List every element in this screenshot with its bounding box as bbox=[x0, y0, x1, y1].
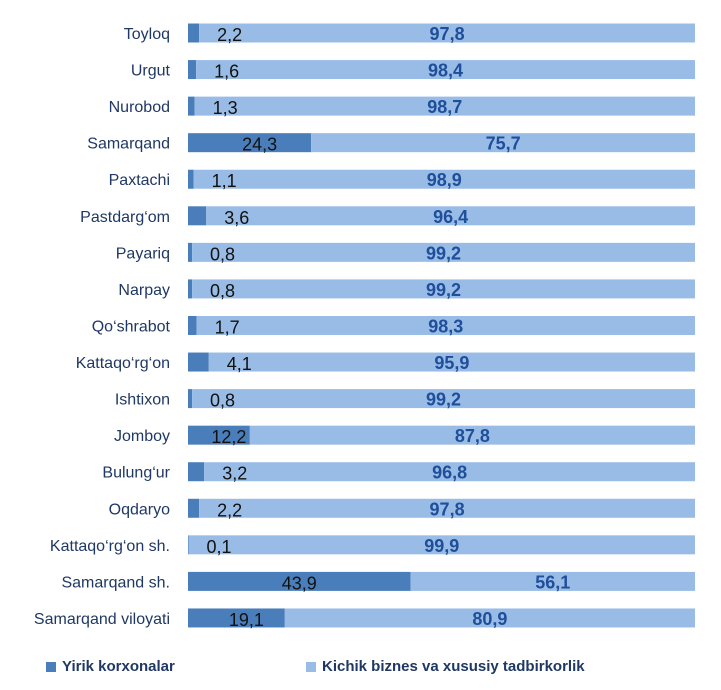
data-label-yirik: 1,3 bbox=[213, 98, 238, 118]
category-label: Toyloq bbox=[124, 26, 170, 43]
data-label-yirik: 19,1 bbox=[229, 610, 264, 630]
bar-yirik bbox=[188, 389, 193, 409]
bar-kichik bbox=[208, 352, 696, 372]
bar-yirik bbox=[188, 608, 285, 628]
bar-yirik bbox=[188, 23, 200, 43]
bar-kichik bbox=[410, 571, 695, 591]
category-label: Samarqand sh. bbox=[61, 574, 170, 591]
bar-kichik bbox=[192, 389, 695, 409]
category-label: Paxtachi bbox=[109, 172, 170, 189]
bar-kichik bbox=[199, 23, 696, 43]
bar-kichik bbox=[188, 535, 695, 555]
category-label: Bulung‘ur bbox=[102, 465, 170, 482]
bar-kichik bbox=[204, 462, 695, 482]
legend-swatch-yirik bbox=[46, 661, 56, 672]
legend: Yirik korxonalar Kichik biznes va xususi… bbox=[0, 650, 721, 686]
legend-label-yirik: Yirik korxonalar bbox=[62, 658, 175, 675]
bar-kichik bbox=[206, 206, 695, 226]
stacked-bar-chart: Toyloq 2,2 97,8 Urgut 1,6 98,4 Nurobod 1,3 98,7 S… bbox=[34, 23, 696, 630]
data-label-yirik: 24,3 bbox=[242, 135, 277, 155]
category-label: Kattaqo‘rg‘on bbox=[76, 355, 170, 372]
data-label-kichik: 99,2 bbox=[426, 243, 461, 263]
bar-kichik bbox=[194, 96, 695, 116]
data-label-yirik: 0,8 bbox=[210, 391, 235, 411]
legend-item-yirik: Yirik korxonalar bbox=[46, 658, 175, 675]
bar-kichik bbox=[284, 608, 695, 628]
category-label: Qo‘shrabot bbox=[92, 318, 171, 335]
bar-yirik bbox=[188, 242, 193, 262]
data-label-kichik: 56,1 bbox=[535, 572, 570, 592]
data-label-yirik: 1,6 bbox=[214, 62, 239, 82]
category-label: Narpay bbox=[118, 282, 170, 299]
category-label: Samarqand bbox=[87, 136, 170, 153]
bar-yirik bbox=[188, 206, 207, 226]
data-label-kichik: 99,9 bbox=[424, 536, 459, 556]
data-label-yirik: 12,2 bbox=[211, 427, 246, 447]
legend-item-kichik: Kichik biznes va xususiy tadbirkorlik bbox=[306, 658, 585, 675]
bar-yirik bbox=[188, 315, 197, 335]
data-label-kichik: 87,8 bbox=[455, 426, 490, 446]
data-label-yirik: 1,1 bbox=[212, 171, 237, 191]
bar-kichik bbox=[196, 60, 695, 80]
bar-yirik bbox=[188, 425, 250, 445]
data-label-yirik: 2,2 bbox=[217, 500, 242, 520]
category-label: Urgut bbox=[131, 63, 171, 80]
data-label-yirik: 43,9 bbox=[282, 573, 317, 593]
bar-yirik bbox=[188, 571, 411, 591]
legend-label-kichik: Kichik biznes va xususiy tadbirkorlik bbox=[322, 658, 585, 675]
legend-swatch-kichik bbox=[306, 661, 316, 672]
data-label-kichik: 98,3 bbox=[428, 316, 463, 336]
bar-yirik bbox=[188, 96, 195, 116]
data-label-kichik: 96,4 bbox=[433, 207, 468, 227]
data-label-yirik: 4,1 bbox=[227, 354, 252, 374]
data-label-kichik: 75,7 bbox=[486, 134, 521, 154]
bar-kichik bbox=[192, 242, 695, 262]
category-label: Samarqand viloyati bbox=[34, 611, 170, 628]
bar-yirik bbox=[188, 169, 194, 189]
bar-kichik bbox=[192, 279, 695, 299]
bar-yirik bbox=[188, 60, 197, 80]
data-label-kichik: 96,8 bbox=[432, 463, 467, 483]
data-label-yirik: 1,7 bbox=[215, 317, 240, 337]
data-label-yirik: 0,8 bbox=[210, 244, 235, 264]
data-label-kichik: 97,8 bbox=[430, 499, 465, 519]
bar-yirik bbox=[188, 498, 200, 518]
data-label-yirik: 3,2 bbox=[222, 464, 247, 484]
data-label-kichik: 80,9 bbox=[472, 609, 507, 629]
data-label-kichik: 97,8 bbox=[430, 24, 465, 44]
category-label: Pastdarg‘om bbox=[80, 209, 170, 226]
data-label-kichik: 95,9 bbox=[434, 353, 469, 373]
bar-yirik bbox=[188, 279, 193, 299]
data-label-kichik: 99,2 bbox=[426, 280, 461, 300]
bar-yirik bbox=[188, 462, 205, 482]
data-label-yirik: 0,1 bbox=[207, 537, 232, 557]
bar-kichik bbox=[249, 425, 695, 445]
bar-yirik bbox=[188, 535, 189, 555]
bar-kichik bbox=[311, 133, 695, 153]
category-label: Nurobod bbox=[109, 99, 170, 116]
category-label: Payariq bbox=[116, 245, 170, 262]
bar-kichik bbox=[199, 498, 696, 518]
bar-kichik bbox=[193, 169, 695, 189]
bar-yirik bbox=[188, 133, 312, 153]
data-label-kichik: 99,2 bbox=[426, 390, 461, 410]
category-label: Oqdaryo bbox=[109, 501, 170, 518]
data-label-yirik: 0,8 bbox=[210, 281, 235, 301]
data-label-kichik: 98,4 bbox=[428, 61, 463, 81]
data-label-kichik: 98,9 bbox=[427, 170, 462, 190]
category-label: Jomboy bbox=[114, 428, 170, 445]
category-label: Ishtixon bbox=[115, 392, 170, 409]
data-label-yirik: 2,2 bbox=[217, 25, 242, 45]
bar-kichik bbox=[196, 315, 695, 335]
data-label-kichik: 98,7 bbox=[427, 97, 462, 117]
bar-yirik bbox=[188, 352, 209, 372]
data-label-yirik: 3,6 bbox=[224, 208, 249, 228]
category-label: Kattaqo‘rg‘on sh. bbox=[50, 538, 170, 555]
